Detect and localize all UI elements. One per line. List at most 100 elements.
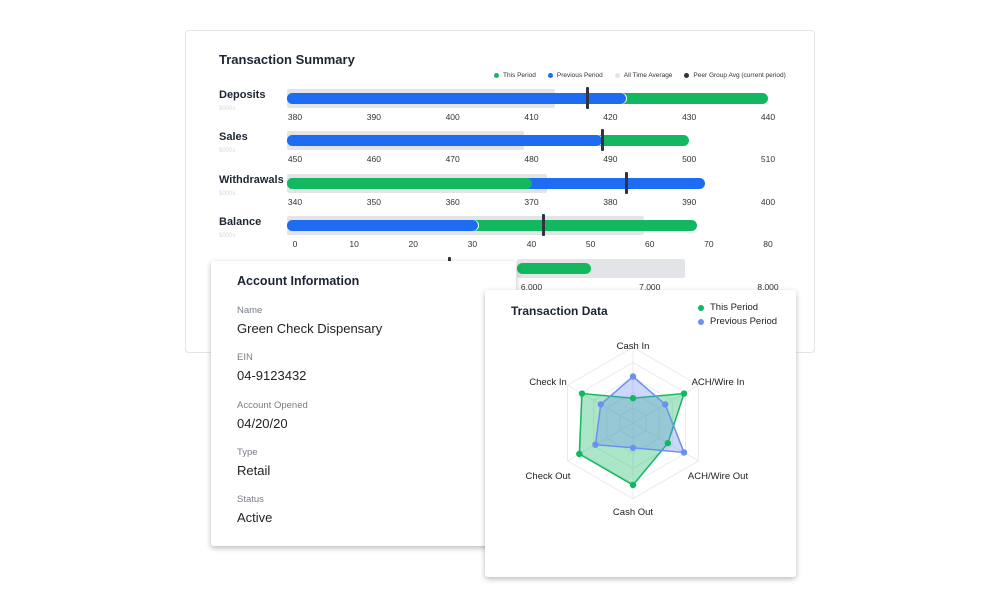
field-label-type: Type [237,447,258,458]
legend-swatch [614,73,620,78]
legend-swatch [494,73,499,78]
axis-tick-label: 430 [682,112,697,122]
axis-tick-label: 380 [287,112,303,122]
peer-group-avg-marker [585,87,589,109]
axis-tick-label: 40 [526,239,537,249]
legend-previous-period: Previous Period [547,72,603,79]
peer-group-avg-marker [601,129,605,151]
axis-tick-label: 450 [287,154,303,164]
axis-tick-label: 400 [760,197,776,207]
axis-tick-label: 420 [603,112,618,122]
radar-axis-label: Check Out [526,471,571,482]
radar-axis-label: Check In [529,377,567,388]
peer-group-avg-marker [625,172,629,194]
radar-legend: This Period Previous Period [698,302,777,330]
field-label-name: Name [237,305,263,316]
axis-tick-label: 370 [524,197,539,207]
axis-tick-label: 10 [349,239,359,249]
account-information-card: Account Information Name Green Check Dis… [211,261,516,546]
radar-data-point [664,439,672,447]
axis-tick-label: 460 [366,154,381,164]
field-label-status: Status [237,494,264,505]
legend-swatch [698,304,704,311]
field-value-status: Active [237,510,273,525]
axis-tick-label: 0 [292,239,298,249]
radar-data-point [576,450,583,458]
row-unit: $000s [219,191,236,197]
axis-tick-label: 360 [445,197,460,207]
axis-tick-label: 20 [408,239,418,249]
row-unit: $000s [219,106,236,112]
axis-tick-label: 7,000 [639,282,661,292]
radar-data-point [629,444,637,451]
row-label: Sales [219,131,248,143]
field-value-name: Green Check Dispensary [237,321,383,336]
row-unit: $000s [219,233,236,239]
axis-tick-label: 400 [445,112,460,122]
axis-tick-label: 410 [524,112,539,122]
radar-grid-ring [566,346,700,500]
field-value-account-opened: 04/20/20 [237,416,288,431]
axis-tick-label: 500 [682,154,697,164]
radar-data-point [592,441,599,448]
radar-data-point [629,373,637,380]
radar-axis-label: ACH/Wire Out [688,471,749,482]
radar-legend-this-period: This Period [698,302,777,313]
axis-tick-label: 340 [287,197,303,207]
axis-tick-label: 6,000 [520,282,543,292]
axis-tick-label: 8,000 [757,282,779,292]
this-period-bar [517,263,591,274]
radar-data-point [629,395,637,402]
transaction-data-card: Transaction Data This Period Previous Pe… [485,290,796,577]
radar-axis-label: Cash In [617,341,650,352]
summary-title: Transaction Summary [219,52,355,67]
radar-chart: Cash In ACH/Wire In ACH/Wire Out Cash Out Ch… [526,341,749,518]
axis-tick-label: 50 [585,239,596,249]
row-label: Withdrawals [219,174,284,186]
field-value-ein: 04-9123432 [237,368,307,383]
transaction-data-title: Transaction Data [511,304,608,318]
field-label-account-opened: Account Opened [237,400,308,411]
legend-swatch [547,73,553,78]
radar-data-point [597,401,604,408]
radar-data-point [578,390,586,397]
axis-tick-label: 30 [467,239,478,249]
radar-data-point [680,449,688,456]
axis-tick-label: 470 [445,154,460,164]
axis-tick-label: 80 [763,239,773,249]
axis-tick-label: 390 [366,112,381,122]
previous-period-bar [287,135,603,146]
axis-tick-label: 440 [760,112,776,122]
radar-axis-label: ACH/Wire In [692,377,745,388]
axis-tick-label: 510 [760,154,776,164]
this-period-bar [287,178,532,189]
summary-legend: This Period Previous Period All Time Ave… [494,72,786,79]
legend-swatch [698,318,704,325]
axis-tick-label: 60 [645,239,655,249]
legend-swatch [684,73,690,78]
row-unit: $000s [219,148,236,154]
legend-all-time-average: All Time Average [614,72,672,79]
field-label-ein: EIN [237,352,253,363]
axis-tick-label: 390 [682,197,697,207]
legend-this-period: This Period [494,72,536,79]
legend-peer-group-avg: Peer Group Avg (current period) [684,72,786,79]
axis-tick-label: 350 [366,197,381,207]
axis-tick-label: 380 [603,197,618,207]
account-title: Account Information [237,274,360,288]
this-period-bar [287,220,698,231]
row-label: Balance [219,216,262,228]
radar-axis-label: Cash Out [613,507,653,518]
previous-period-bar [287,93,627,104]
radar-legend-previous-period: Previous Period [698,316,777,327]
axis-tick-label: 480 [524,154,539,164]
peer-group-avg-marker [542,214,546,236]
radar-data-point [680,390,688,397]
previous-period-bar [287,220,479,231]
field-value-type: Retail [237,463,271,478]
axis-tick-label: 490 [603,154,618,164]
axis-tick-label: 70 [704,239,714,249]
row-label: Deposits [219,89,266,101]
radar-data-point [629,481,637,489]
radar-data-point [662,401,669,408]
